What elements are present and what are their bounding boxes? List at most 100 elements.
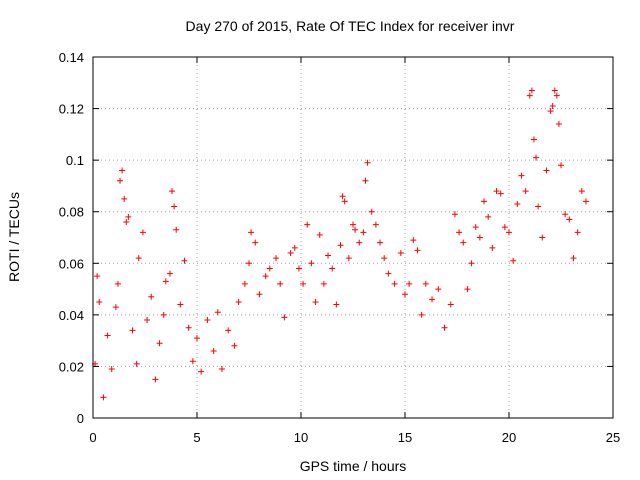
data-point [144, 317, 151, 324]
data-point [441, 324, 448, 331]
data-point [214, 309, 221, 316]
data-point [506, 229, 512, 236]
data-point [166, 270, 173, 277]
data-point [273, 255, 280, 262]
data-point [489, 244, 496, 251]
data-point [481, 198, 488, 205]
data-point [262, 273, 269, 280]
data-point [518, 172, 525, 179]
data-point [410, 237, 417, 244]
data-point [241, 280, 248, 287]
data-point [181, 257, 188, 264]
data-point [121, 195, 128, 202]
data-point [225, 327, 232, 334]
data-point [125, 213, 132, 220]
data-point [429, 296, 436, 303]
data-point [304, 221, 311, 228]
data-point [451, 211, 458, 218]
data-point [235, 298, 242, 305]
y-tick-label: 0.06 [59, 256, 84, 271]
data-point [337, 242, 344, 249]
data-point [333, 301, 340, 308]
data-point [96, 298, 103, 305]
x-axis-label: GPS time / hours [300, 458, 407, 474]
data-point [539, 234, 546, 241]
x-tick-label: 0 [89, 430, 96, 445]
data-point [547, 108, 554, 115]
y-tick-label: 0.12 [59, 102, 84, 117]
x-tick-label: 15 [398, 430, 412, 445]
data-point [329, 265, 336, 272]
data-point [266, 265, 273, 272]
data-point [114, 280, 121, 287]
data-point [360, 229, 367, 236]
x-tick-label: 25 [606, 430, 620, 445]
data-point [397, 249, 404, 256]
data-point [119, 167, 126, 174]
data-point [246, 260, 252, 267]
data-point [472, 224, 479, 231]
data-point [177, 301, 184, 308]
data-point [558, 162, 564, 169]
data-point [549, 102, 556, 109]
axis-ticks [92, 56, 614, 419]
data-point [231, 342, 238, 349]
data-point [562, 211, 569, 218]
data-point [198, 368, 205, 375]
data-point [204, 317, 211, 324]
data-point [456, 229, 463, 236]
data-point [553, 92, 560, 99]
x-tick-label: 10 [294, 430, 308, 445]
data-point [476, 234, 483, 241]
data-point [533, 154, 540, 161]
data-point [287, 249, 294, 256]
data-point [117, 177, 124, 184]
data-point [391, 280, 398, 287]
data-point [497, 190, 504, 197]
data-point [464, 286, 471, 293]
data-point [350, 221, 356, 228]
data-point [402, 291, 408, 298]
data-point [414, 247, 421, 254]
data-point [300, 280, 307, 287]
data-point [325, 252, 332, 259]
data-point [522, 188, 529, 195]
data-point [139, 229, 146, 236]
data-point [291, 244, 298, 251]
data-point [377, 239, 384, 246]
data-point [152, 376, 159, 383]
data-point [341, 198, 348, 205]
data-point [385, 270, 392, 277]
data-point [123, 219, 130, 226]
data-point [94, 273, 101, 280]
data-point [582, 198, 589, 205]
y-tick-label: 0 [77, 411, 84, 426]
y-tick-label: 0.14 [59, 50, 84, 65]
data-point [295, 265, 302, 272]
data-point [194, 335, 200, 342]
data-point [514, 200, 521, 207]
data-point [526, 92, 533, 99]
data-point [252, 239, 259, 246]
data-point [160, 311, 167, 318]
data-point [485, 213, 492, 220]
data-point [468, 260, 475, 267]
data-point [100, 394, 107, 401]
y-tick-label: 0.04 [59, 308, 84, 323]
data-point [530, 136, 537, 143]
data-point [406, 280, 413, 287]
grid-lines [93, 57, 613, 418]
data-point [112, 304, 119, 311]
data-point [308, 260, 315, 267]
data-point [460, 239, 467, 246]
data-point [364, 159, 371, 166]
data-point [189, 358, 196, 365]
data-point [422, 280, 429, 287]
data-point [510, 257, 517, 264]
data-point [362, 177, 369, 184]
data-point [312, 298, 319, 305]
data-point [218, 366, 225, 373]
data-point [345, 255, 352, 262]
data-point [372, 221, 379, 228]
